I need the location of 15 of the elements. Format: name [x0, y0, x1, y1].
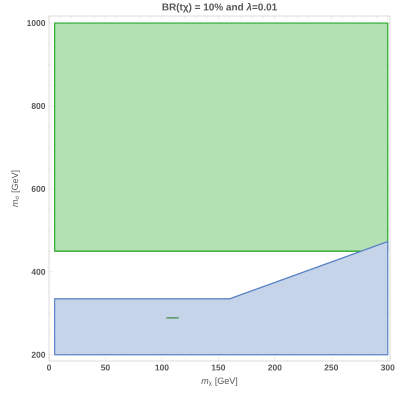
x-axis-title: m$_{χ}$ [GeV] — [201, 377, 238, 386]
y-tick-label: 400 — [31, 268, 46, 275]
x-tick-label: 0 — [46, 364, 52, 371]
x-tick-label: 50 — [101, 364, 110, 371]
y-tick-label: 1000 — [27, 20, 46, 26]
x-tick-label: 300 — [380, 364, 394, 371]
x-tick-label: 250 — [324, 364, 338, 371]
x-tick-label: 200 — [268, 364, 282, 371]
x-tick-label: 150 — [212, 364, 226, 371]
chart-title: BR(tχ) = 10% and λ=0.01 — [162, 2, 277, 12]
y-tick-label: 800 — [32, 102, 46, 109]
y-axis-title: m$_{σ}$ [GeV] — [11, 170, 20, 207]
y-tick-label: 200 — [32, 352, 46, 358]
x-tick-label: 100 — [155, 364, 169, 371]
y-tick-label: 600 — [32, 186, 46, 192]
